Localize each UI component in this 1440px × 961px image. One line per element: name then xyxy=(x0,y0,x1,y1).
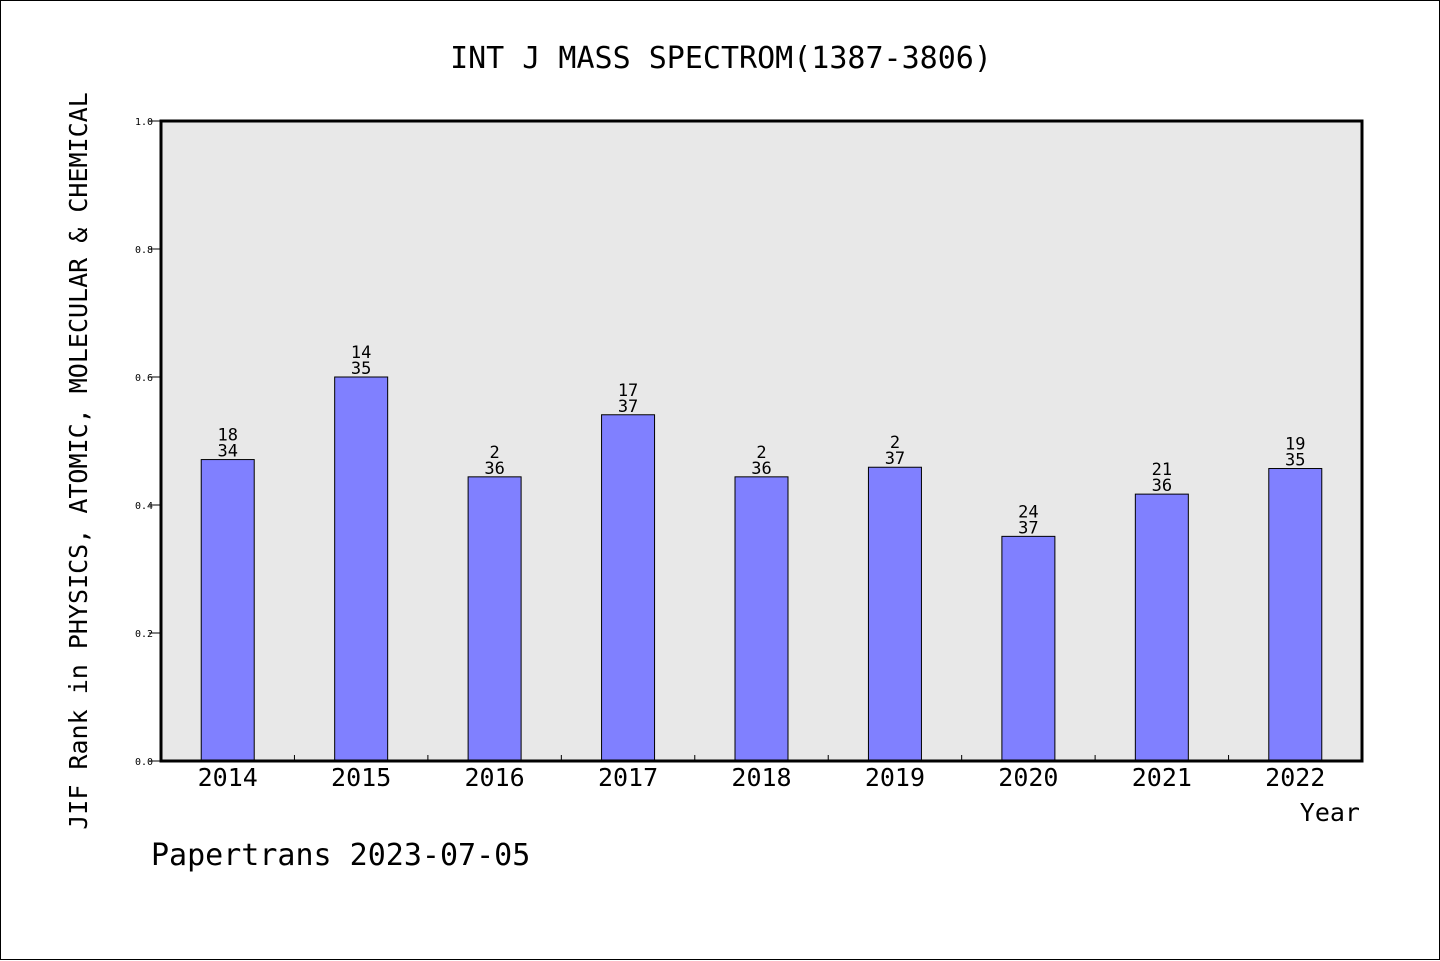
bar-2020 xyxy=(1001,535,1056,762)
bar-2019 xyxy=(867,466,922,762)
bar-total-label: 36 xyxy=(1152,476,1172,496)
y-tick-label: 0.2 xyxy=(135,629,153,640)
bar-rank-label: 2 xyxy=(489,443,499,463)
bar-total-label: 35 xyxy=(1285,451,1305,471)
x-axis: 2014 2015 2016 2017 2018 2019 2020 2021 2022 xyxy=(198,755,1325,792)
bar-rank-label: 21 xyxy=(1152,460,1172,480)
bar-total-label: 36 xyxy=(751,459,771,479)
y-axis-label: JIF Rank in PHYSICS, ATOMIC, MOLECULAR &… xyxy=(64,92,93,830)
bar-rank-label: 19 xyxy=(1285,435,1305,455)
bar-2022 xyxy=(1268,468,1323,762)
bar-total-label: 37 xyxy=(885,449,905,469)
bar-2016 xyxy=(467,476,522,762)
bar-2015 xyxy=(334,376,389,762)
bar-rank-label: 2 xyxy=(756,443,766,463)
bar-rank-label: 24 xyxy=(1018,502,1038,522)
bar-total-label: 34 xyxy=(217,442,237,462)
y-tick-label: 1.0 xyxy=(135,117,153,128)
footer-credit: Papertrans 2023-07-05 xyxy=(151,838,530,873)
bar-total-label: 37 xyxy=(618,397,638,417)
y-tick-label: 0.6 xyxy=(135,373,153,384)
bar-2018 xyxy=(734,476,789,762)
bar-rank-label: 17 xyxy=(618,381,638,401)
y-tick-label: 0.0 xyxy=(135,757,153,768)
bar-total-label: 37 xyxy=(1018,518,1038,538)
bar-2014 xyxy=(200,459,255,762)
x-axis-label: Year xyxy=(1300,798,1360,827)
x-tick-label: 2022 xyxy=(1265,763,1325,792)
bar-rank-label: 14 xyxy=(351,343,371,363)
x-tick-label: 2018 xyxy=(731,763,791,792)
x-tick-label: 2014 xyxy=(198,763,258,792)
plot-border xyxy=(159,119,1364,763)
bar-total-label: 35 xyxy=(351,359,371,379)
bar-rank-label: 2 xyxy=(890,433,900,453)
y-axis: 0.0 0.2 0.4 0.6 0.8 1.0 xyxy=(135,117,161,768)
x-tick-label: 2019 xyxy=(865,763,925,792)
bar-total-label: 36 xyxy=(484,459,504,479)
x-tick-label: 2015 xyxy=(331,763,391,792)
x-tick-label: 2017 xyxy=(598,763,658,792)
bar-2017 xyxy=(601,414,656,762)
y-tick-label: 0.8 xyxy=(135,245,153,256)
chart-title: INT J MASS SPECTROM(1387-3806) xyxy=(450,41,992,76)
bar-2021 xyxy=(1134,493,1189,762)
x-tick-label: 2016 xyxy=(465,763,525,792)
x-tick-label: 2021 xyxy=(1132,763,1192,792)
x-tick-label: 2020 xyxy=(998,763,1058,792)
y-tick-label: 0.4 xyxy=(135,501,153,512)
bar-rank-label: 18 xyxy=(217,426,237,446)
